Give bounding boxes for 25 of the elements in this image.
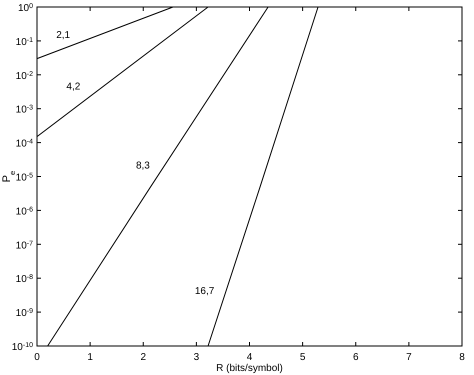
series-label: 4,2	[66, 82, 81, 93]
x-tick-label: 4	[246, 352, 253, 363]
y-tick-label: 10$^{-3}$	[16, 104, 34, 116]
y-tick-label: 10$^{-10}$	[12, 342, 34, 353]
x-tick-label: 3	[194, 352, 200, 363]
series-label: 16,7	[194, 286, 215, 297]
series-label: 8,3	[136, 160, 150, 172]
x-tick-label: 6	[352, 352, 359, 363]
y-tick-label: 10$^{-8}$	[16, 274, 34, 286]
y-tick-label: 10$^{-1}$	[16, 36, 34, 48]
y-tick-label: 10$^{-9}$	[16, 308, 34, 320]
y-tick-label: 10$^{-2}$	[16, 70, 34, 82]
x-tick-label: 0	[34, 352, 40, 363]
y-tick-label: 10$^{-7}$	[16, 240, 34, 252]
x-tick-label: 5	[300, 352, 306, 363]
x-tick-label: 2	[140, 352, 146, 363]
x-tick-label: 8	[459, 352, 466, 363]
x-tick-label: 1	[87, 352, 94, 363]
y-tick-label: 10$^{-5}$	[16, 172, 34, 184]
series-label: 2,1	[56, 30, 71, 41]
x-tick-label: 7	[406, 352, 412, 363]
y-tick-label: 10$^{0}$	[18, 2, 34, 14]
y-tick-label: 10$^{-4}$	[16, 138, 34, 150]
y-tick-label: 10$^{-6}$	[16, 206, 34, 218]
x-axis-title: R (bits/symbol)	[216, 363, 283, 374]
